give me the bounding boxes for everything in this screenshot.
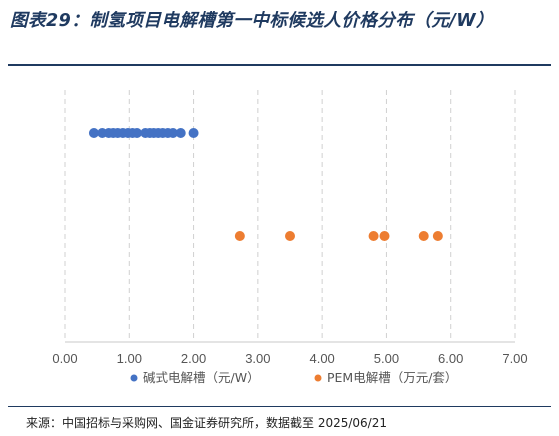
data-points (88, 128, 443, 241)
point-series0-16 (175, 128, 186, 138)
x-tick-label-0: 0.00 (52, 351, 77, 366)
x-tick-label-7: 7.00 (502, 351, 527, 366)
point-series1-3 (379, 231, 390, 241)
gridlines (64, 90, 516, 342)
source-note: 来源：中国招标与采购网、国金证券研究所，数据截至 2025/06/21 (26, 416, 387, 430)
source-divider (8, 406, 551, 407)
chart-title: 图表29：制氢项目电解槽第一中标候选人价格分布（元/W） (10, 11, 495, 31)
point-series1-5 (432, 231, 443, 241)
legend-label-0: 碱式电解槽（元/W） (143, 370, 260, 385)
point-series1-2 (368, 231, 379, 241)
x-tick-label-2: 2.00 (181, 351, 206, 366)
title-divider (8, 64, 551, 66)
legend-label-1: PEM电解槽（万元/套） (327, 370, 457, 385)
point-series0-17 (188, 128, 199, 138)
legend-marker-1 (314, 374, 322, 382)
legend-marker-0 (130, 374, 138, 382)
point-series0-15 (168, 128, 178, 138)
point-series1-0 (234, 231, 245, 241)
point-series1-4 (418, 231, 429, 241)
point-series1-1 (285, 231, 295, 241)
x-tick-label-1: 1.00 (117, 351, 142, 366)
scatter-chart: 0.00 1.00 2.00 3.00 4.00 5.00 6.00 7.00 碱式电解槽（元… (52, 90, 528, 385)
legend: 碱式电解槽（元/W） PEM电解槽（万元/套） (130, 370, 457, 385)
point-series0-0 (88, 128, 99, 138)
x-tick-labels: 0.00 1.00 2.00 3.00 4.00 5.00 6.00 7.00 (52, 351, 527, 366)
x-tick-label-6: 6.00 (438, 351, 463, 366)
x-tick-label-3: 3.00 (245, 351, 270, 366)
x-tick-label-5: 5.00 (374, 351, 399, 366)
point-series0-8 (132, 128, 142, 138)
x-tick-label-4: 4.00 (309, 351, 334, 366)
